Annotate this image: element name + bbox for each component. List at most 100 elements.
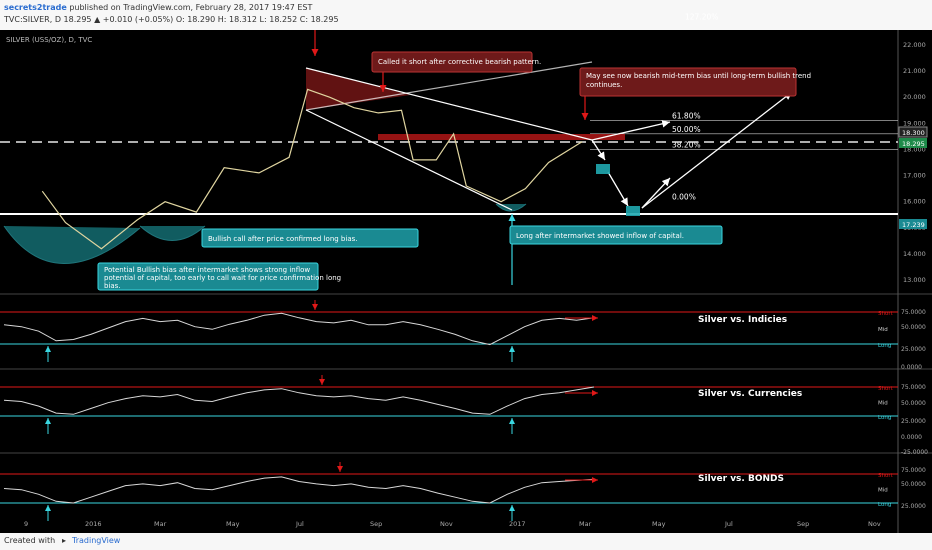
wedge-cross-line: [305, 61, 593, 111]
oscillator-long-label: Long: [878, 343, 891, 349]
target-box-1: [596, 164, 610, 174]
time-tick-label: Mar: [154, 520, 167, 528]
projection-arrow-up-2: [641, 177, 671, 209]
fib-level-label: 38.20%: [672, 140, 701, 149]
fib-level-label: 50.00%: [672, 125, 701, 134]
time-tick-label: 2017: [509, 520, 526, 528]
time-tick-label: 9: [24, 520, 28, 528]
oscillator-long-label: Long: [878, 415, 891, 421]
oscillator-tick-label: 75.0000: [901, 384, 926, 391]
oscillator-tick-label: 50.0000: [901, 324, 926, 331]
time-tick-label: 2016: [85, 520, 102, 528]
quote-line: TVC:SILVER, D 18.295 ▲ +0.010 (+0.05%) O…: [4, 15, 339, 24]
time-tick-label: May: [652, 520, 666, 528]
oscillator-tick-label: 0.0000: [901, 434, 922, 441]
oscillator-line: [3, 476, 595, 504]
oscillator-title: Silver vs. Indicies: [698, 315, 787, 325]
created-with-text: Created with: [4, 536, 56, 545]
price-series-line: [41, 88, 583, 250]
author-link[interactable]: secrets2trade: [4, 3, 67, 12]
oscillator-mid-label: Mid: [878, 327, 888, 333]
annotation-bullish-call-text: Bullish call after price confirmed long …: [208, 235, 357, 243]
oscillator-tick-label: 25.0000: [901, 418, 926, 425]
oscillator-tick-label: -25.0000: [901, 449, 928, 456]
annotation-short-call-text: Called it short after corrective bearish…: [378, 58, 541, 66]
badge-low: 17.239: [902, 221, 925, 229]
time-tick-label: Mar: [579, 520, 592, 528]
annotation-bullish-call: Bullish call after price confirmed long …: [201, 228, 419, 248]
fibonacci-levels: 127.20% 61.80% 50.00% 38.20% 0.00%: [590, 13, 898, 202]
annotation-bearish-bias-line1: May see now bearish mid-term bias until …: [586, 72, 811, 80]
publish-info: secrets2trade published on TradingView.c…: [4, 3, 312, 12]
time-tick-label: Nov: [440, 520, 453, 528]
bearish-triangle: [306, 68, 410, 110]
price-tick-label: 22.000: [903, 41, 926, 49]
oscillator-mid-label: Mid: [878, 488, 888, 494]
oscillator-tick-label: 50.0000: [901, 400, 926, 407]
oscillator-line: [3, 386, 595, 415]
fib-level-label: 61.80%: [672, 112, 701, 121]
cup-pattern-1: [3, 225, 141, 264]
oscillator-title: Silver vs. BONDS: [698, 474, 784, 484]
annotation-potential-bullish-text: Potential Bullish bias after intermarket…: [104, 266, 343, 290]
price-tick-label: 14.000: [903, 250, 926, 258]
projection-arrow-down-1: [591, 139, 606, 161]
fib-level-label: 127.20%: [685, 13, 718, 22]
oscillator-line: [3, 312, 595, 346]
oscillator-tick-label: 25.0000: [901, 346, 926, 353]
published-text: published on TradingView.com, February 2…: [69, 3, 313, 12]
annotation-potential-bullish-line2: potential of capital, too early to call …: [104, 274, 341, 282]
price-tick-label: 16.000: [903, 198, 926, 206]
wedge-upper-line: [305, 67, 593, 141]
annotation-short-call: Called it short after corrective bearish…: [371, 51, 541, 73]
time-tick-label: Jul: [295, 520, 304, 528]
oscillator-tick-label: 75.0000: [901, 467, 926, 474]
oscillator-short-label: Short: [878, 473, 894, 479]
oscillator-short-label: Short: [878, 311, 894, 317]
projection-arrow-up: [591, 119, 671, 141]
annotation-potential-bullish: Potential Bullish bias after intermarket…: [97, 262, 343, 291]
oscillator-tick-label: 75.0000: [901, 309, 926, 316]
annotation-bearish-bias: May see now bearish mid-term bias until …: [579, 67, 813, 97]
annotation-bearish-bias-line2: continues.: [586, 81, 622, 89]
annotation-potential-bullish-line1: Potential Bullish bias after intermarket…: [104, 266, 310, 274]
time-axis: 9 2016 Mar May Jul Sep Nov 2017 Mar May Jul Sep Nov: [24, 520, 881, 528]
oscillator-title: Silver vs. Currencies: [698, 389, 802, 399]
fib-level-label: 0.00%: [672, 193, 696, 202]
price-tick-label: 17.000: [903, 172, 926, 180]
oscillator-tick-label: 25.0000: [901, 503, 926, 510]
footer: Created with ▸ TradingView: [0, 533, 932, 550]
time-tick-label: May: [226, 520, 240, 528]
oscillator-tick-label: 0.0000: [901, 364, 922, 371]
annotation-long-call: Long after intermarket showed inflow of …: [509, 225, 723, 245]
chart-header: secrets2trade published on TradingView.c…: [0, 0, 932, 30]
time-tick-label: Sep: [797, 520, 809, 528]
oscillator-long-label: Long: [878, 502, 891, 508]
badge-top: 18.300: [902, 129, 925, 137]
oscillator-panels: Short Mid Long Silver vs. Indicies 75.0000 50…: [0, 300, 928, 521]
time-tick-label: Jul: [724, 520, 733, 528]
target-box-2: [626, 206, 640, 216]
price-tick-label: 19.000: [903, 119, 926, 127]
price-tick-label: 20.000: [903, 93, 926, 101]
price-badges: 18.300 18.295 17.239: [898, 126, 928, 229]
tradingview-logo-icon: ▸: [62, 536, 67, 545]
annotation-potential-bullish-line3: bias.: [104, 282, 121, 290]
annotation-long-call-text: Long after intermarket showed inflow of …: [516, 232, 684, 240]
cup-pattern-2: [139, 225, 206, 241]
time-tick-label: Nov: [868, 520, 881, 528]
oscillator-mid-label: Mid: [878, 401, 888, 407]
time-tick-label: Sep: [370, 520, 382, 528]
price-axis: 22.000 21.000 20.000 19.000 18.000 17.000 16.0…: [903, 41, 926, 284]
badge-current: 18.295: [902, 140, 925, 148]
oscillator-short-label: Short: [878, 386, 894, 392]
projection-arrow-down-2: [607, 171, 629, 207]
price-tick-label: 18.000: [903, 145, 926, 153]
annotation-bearish-bias-text: May see now bearish mid-term bias until …: [586, 72, 813, 89]
projection-arrow-long: [641, 91, 793, 209]
oscillator-tick-label: 50.0000: [901, 481, 926, 488]
chart-title: SILVER (USS/OZ), D, TVC: [6, 36, 92, 44]
tradingview-brand[interactable]: TradingView: [72, 536, 121, 545]
price-tick-label: 21.000: [903, 67, 926, 75]
